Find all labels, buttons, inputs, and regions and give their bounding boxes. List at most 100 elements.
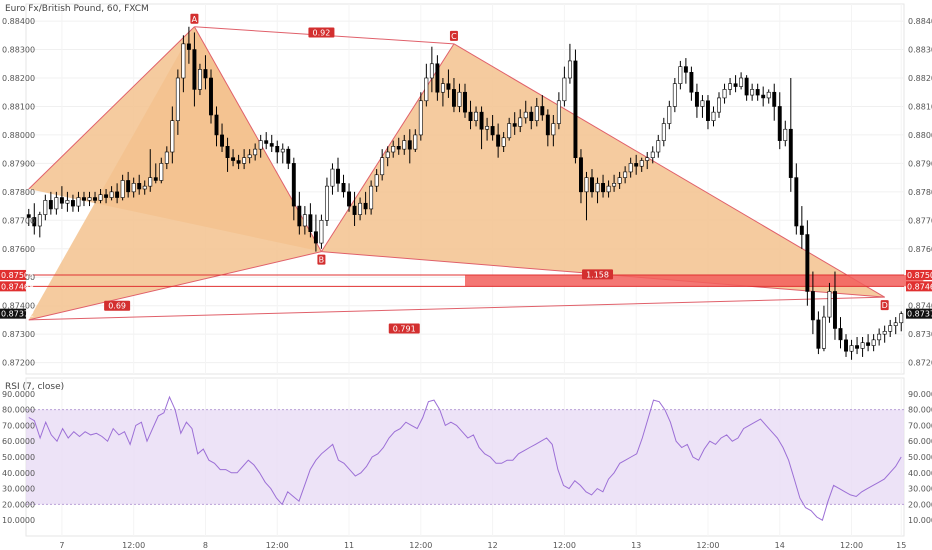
candle-body bbox=[352, 205, 357, 215]
candlestick-series bbox=[26, 26, 904, 360]
candle-body bbox=[683, 66, 688, 73]
candle-body bbox=[59, 197, 64, 204]
candle-body bbox=[645, 157, 650, 161]
candle-body bbox=[827, 291, 832, 318]
pattern-leg bbox=[453, 43, 885, 298]
price-y-tick-left: 0.87900 bbox=[2, 159, 35, 168]
pattern-leg bbox=[28, 296, 885, 321]
candle-body bbox=[391, 146, 396, 153]
candle-body bbox=[264, 140, 269, 144]
candle-body bbox=[142, 185, 147, 190]
candle-body bbox=[562, 77, 567, 102]
candle-body bbox=[308, 214, 313, 232]
candle-body bbox=[849, 345, 854, 352]
candle-body bbox=[463, 91, 467, 113]
candle-body bbox=[507, 123, 512, 139]
candle-body bbox=[380, 157, 385, 176]
candle-body bbox=[76, 197, 81, 207]
candle-body bbox=[860, 342, 865, 349]
candle-body bbox=[451, 89, 456, 107]
point-marker-a bbox=[190, 13, 199, 24]
candle-body bbox=[48, 200, 53, 210]
candle-body bbox=[396, 146, 401, 150]
price-y-tick-left: 0.87600 bbox=[2, 245, 35, 254]
candle-body bbox=[175, 77, 180, 121]
candle-body bbox=[689, 72, 694, 93]
candle-body bbox=[43, 200, 48, 215]
rsi-y-tick-left: 50.0000 bbox=[2, 453, 35, 462]
candle-body bbox=[347, 191, 351, 207]
rsi-y-tick-right: 70.0000 bbox=[908, 421, 932, 430]
candle-body bbox=[197, 69, 202, 90]
candle-body bbox=[336, 168, 340, 184]
candle-body bbox=[369, 185, 374, 210]
candle-body bbox=[446, 83, 451, 90]
candle-body bbox=[170, 120, 175, 153]
rsi-y-tick-left: 70.0000 bbox=[2, 421, 35, 430]
candle-body bbox=[358, 202, 363, 215]
price-y-tick-right: 0.87600 bbox=[908, 245, 932, 254]
candle-body bbox=[203, 69, 208, 79]
candle-body bbox=[512, 123, 517, 127]
x-tick-label: 7 bbox=[59, 541, 64, 550]
candle-body bbox=[402, 140, 407, 150]
axes: 0.88400 0.88400 0.88300 0.88300 0.88200 0.882… bbox=[0, 17, 932, 550]
rsi-y-tick-left: 80.0000 bbox=[2, 406, 35, 415]
candle-body bbox=[833, 291, 837, 329]
candle-body bbox=[440, 83, 445, 93]
candle-body bbox=[485, 126, 490, 130]
price-y-tick-right: 0.87900 bbox=[908, 159, 932, 168]
last-price-tag-right bbox=[906, 308, 932, 319]
last-price-text-left: 0.87372 bbox=[1, 310, 34, 319]
candle-body bbox=[871, 339, 876, 346]
candle-body bbox=[617, 177, 622, 184]
candle-body bbox=[214, 114, 219, 136]
candle-body bbox=[291, 163, 296, 207]
x-tick-label: 15 bbox=[896, 541, 906, 550]
x-tick-label: 12:00 bbox=[122, 541, 145, 550]
point-label-c: C bbox=[451, 32, 457, 41]
candle-body bbox=[468, 111, 473, 121]
price-y-tick-right: 0.88400 bbox=[908, 17, 932, 26]
candle-body bbox=[816, 319, 821, 349]
candle-body bbox=[882, 331, 887, 335]
candle-body bbox=[766, 91, 771, 99]
candle-body bbox=[772, 91, 777, 107]
level-tag-right bbox=[906, 269, 932, 280]
candle-body bbox=[153, 177, 158, 181]
point-label-d: D bbox=[882, 301, 888, 310]
price-y-tick-right: 0.88200 bbox=[908, 74, 932, 83]
level-tag-right-text: 0.87508 bbox=[907, 271, 932, 280]
candle-body bbox=[104, 194, 109, 198]
candle-body bbox=[82, 197, 86, 201]
candle-body bbox=[109, 191, 114, 198]
candle-body bbox=[363, 202, 368, 210]
candle-body bbox=[667, 106, 672, 124]
candle-body bbox=[429, 63, 434, 79]
candle-body bbox=[744, 77, 749, 96]
candle-body bbox=[540, 106, 545, 116]
point-marker-d bbox=[880, 300, 889, 311]
candle-body bbox=[374, 174, 379, 187]
x-tick-label: 8 bbox=[203, 541, 208, 550]
candle-body bbox=[242, 157, 247, 164]
candle-body bbox=[70, 200, 75, 207]
rsi-chart-title: RSI (7, close) bbox=[5, 382, 64, 392]
price-y-tick-left: 0.87800 bbox=[2, 188, 35, 197]
candle-body bbox=[529, 111, 534, 121]
candle-body bbox=[628, 163, 633, 173]
candle-body bbox=[302, 214, 307, 227]
rsi-y-tick-left: 90.0000 bbox=[2, 390, 35, 399]
pattern-overlay: A B C D 0.92 1.158 0.69 0.791 bbox=[104, 13, 889, 334]
point-label-a: A bbox=[192, 15, 198, 24]
candle-body bbox=[37, 214, 42, 227]
candle-body bbox=[181, 43, 186, 79]
pattern-xab-fill-lower bbox=[28, 26, 322, 320]
candle-body bbox=[551, 123, 556, 136]
price-y-tick-left: 0.87700 bbox=[2, 216, 35, 225]
candle-body bbox=[799, 225, 804, 235]
candle-body bbox=[844, 339, 848, 352]
candle-body bbox=[810, 291, 815, 321]
level-tag-left-text: 0.87508 bbox=[1, 271, 34, 280]
level-tag-left bbox=[0, 269, 26, 280]
